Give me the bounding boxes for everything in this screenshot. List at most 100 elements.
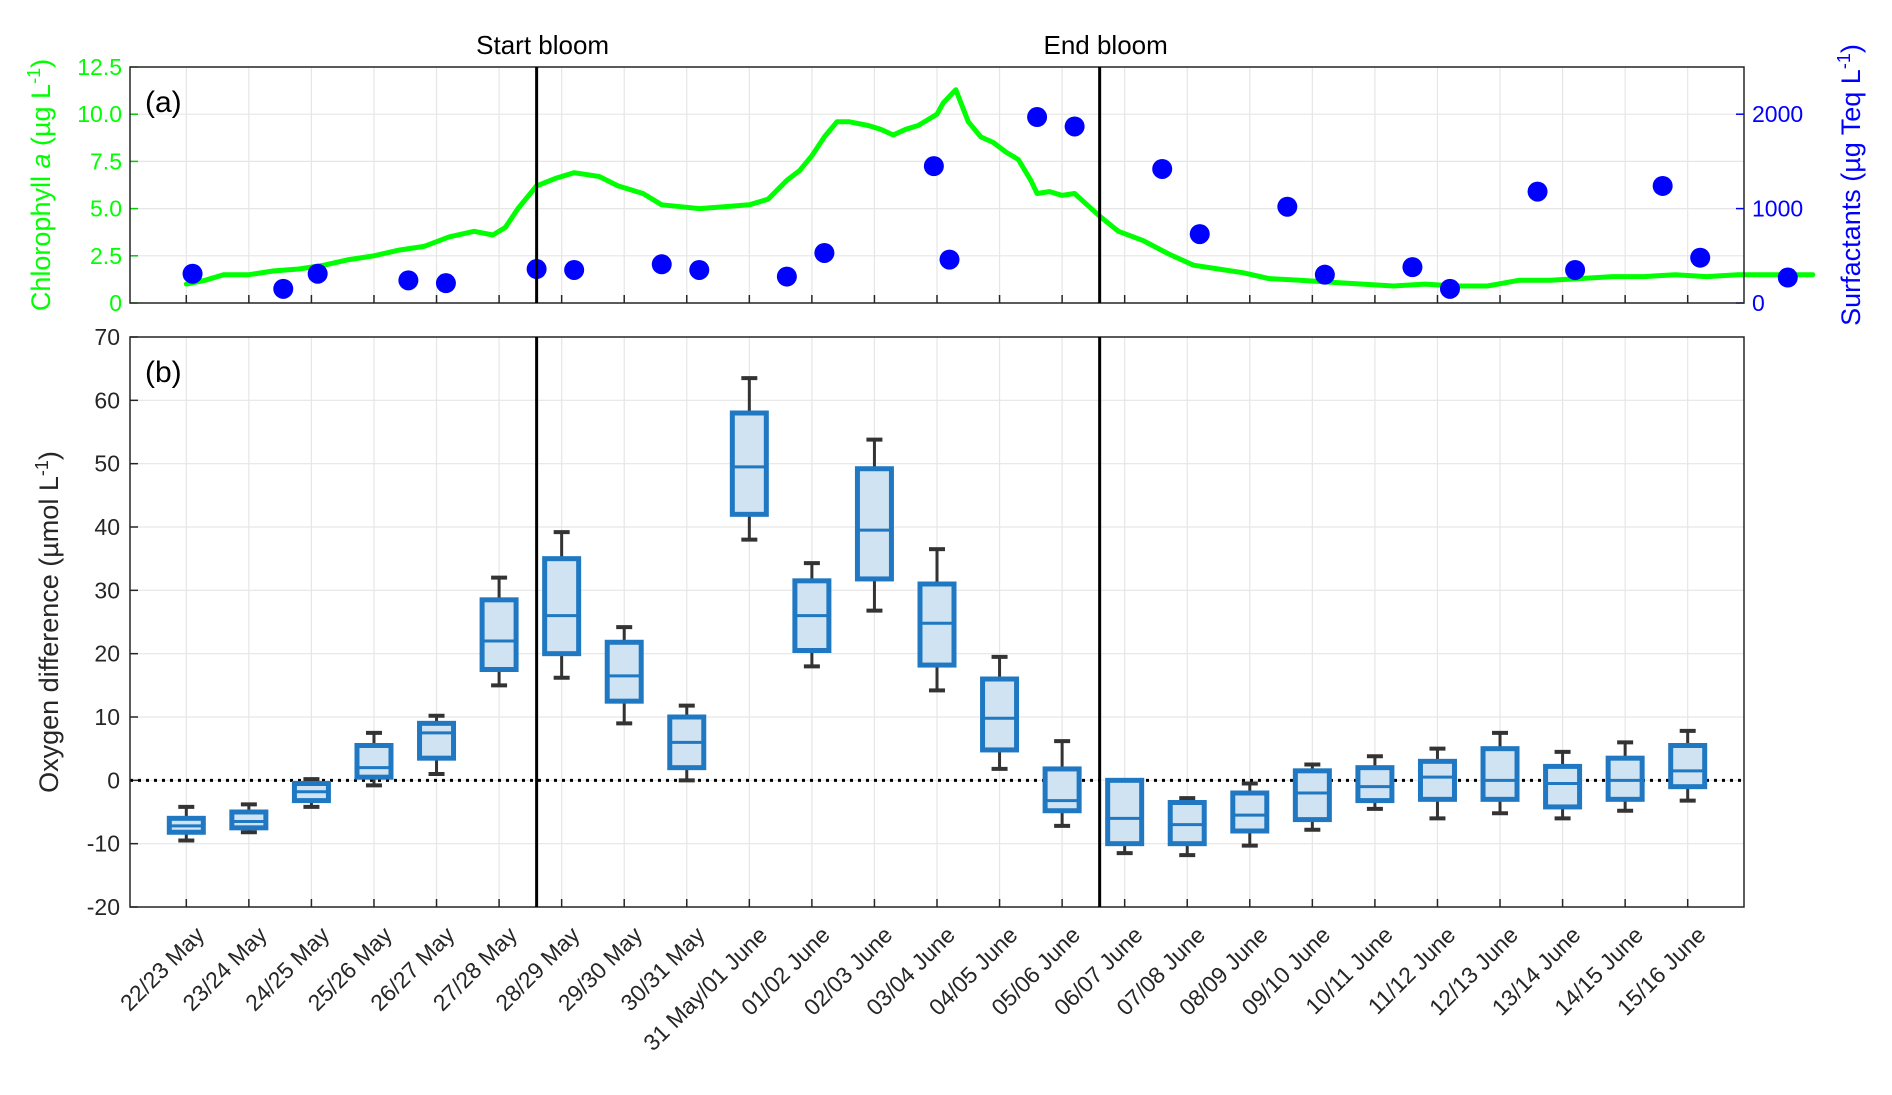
box-body <box>1167 800 1207 847</box>
box-16 <box>1105 777 1145 856</box>
panel-a-right-tick-label: 2000 <box>1752 101 1803 127</box>
bloom-annotation-1: Start bloom <box>476 30 609 60</box>
surfactant-point <box>273 278 294 299</box>
surfactant-point <box>1777 267 1798 288</box>
box-14 <box>980 654 1020 771</box>
panel-a-left-tick-label: 0 <box>109 290 122 316</box>
panel-b-label: (b) <box>145 356 182 389</box>
box-2 <box>229 802 269 835</box>
panel-a: 0 2.5 5.0 7.5 10.0 12.5 0 1000 2000 (a) <box>77 54 1816 316</box>
box-6 <box>479 575 519 688</box>
box-13 <box>917 547 957 693</box>
box-20 <box>1355 754 1395 811</box>
surfactant-point <box>1189 224 1210 245</box>
box-body <box>1480 746 1520 802</box>
box-body <box>854 466 894 582</box>
panel-b-y-tick-label: 0 <box>107 767 120 793</box>
box-21 <box>1417 746 1457 821</box>
surfactant-point <box>1064 116 1085 137</box>
box-5 <box>417 713 457 776</box>
box-1 <box>166 804 206 843</box>
panel-b-y-tick-label: 40 <box>94 514 120 540</box>
box-body <box>417 720 457 761</box>
panel-a-series <box>182 87 1816 299</box>
surfactant-point <box>651 254 672 275</box>
box-23 <box>1543 749 1583 821</box>
box-3 <box>291 777 331 809</box>
surfactant-point <box>1652 175 1673 196</box>
panel-b-y-tick-label: 20 <box>94 641 120 667</box>
surfactant-point <box>435 273 456 294</box>
box-body <box>1605 755 1645 802</box>
box-body <box>1668 743 1708 790</box>
box-8 <box>604 625 644 726</box>
box-18 <box>1230 781 1270 848</box>
box-body <box>1105 777 1145 847</box>
surfactant-point <box>689 259 710 280</box>
panel-b-y-tick-label: 30 <box>94 577 120 603</box>
panel-b-y-tick-label: 50 <box>94 451 120 477</box>
surfactant-point <box>1439 278 1460 299</box>
box-body <box>1042 766 1082 814</box>
panel-a-right-axis-label: Surfactants (µg Teq L-1) <box>1834 44 1866 326</box>
box-body <box>1292 768 1332 823</box>
surfactant-point <box>814 242 835 263</box>
panel-a-right-tick-label: 0 <box>1752 290 1765 316</box>
box-body <box>542 556 582 657</box>
chlorophyll-line <box>183 87 1816 289</box>
surfactant-point <box>923 156 944 177</box>
surfactant-point <box>1277 196 1298 217</box>
surfactant-point <box>1565 259 1586 280</box>
surfactant-point <box>182 263 203 284</box>
panel-a-left-tick-label: 12.5 <box>77 54 122 80</box>
panel-a-label: (a) <box>145 86 182 119</box>
box-body <box>1355 765 1395 804</box>
box-body <box>354 743 394 780</box>
surfactant-point <box>1027 107 1048 128</box>
surfactant-point <box>307 263 328 284</box>
surfactant-point <box>1402 257 1423 278</box>
box-body <box>1417 758 1457 802</box>
surfactant-point <box>1690 247 1711 268</box>
panel-b-series <box>130 376 1744 858</box>
surfactant-point <box>564 259 585 280</box>
panel-b-y-tick-label: -20 <box>87 894 120 920</box>
surfactant-point <box>776 266 797 287</box>
panel-b-border <box>129 336 1745 908</box>
surfactant-point <box>1314 264 1335 285</box>
box-22 <box>1480 730 1520 816</box>
box-19 <box>1292 762 1332 832</box>
surfactant-point <box>398 270 419 291</box>
surfactant-point <box>1527 181 1548 202</box>
panel-a-left-tick-label: 7.5 <box>90 148 122 174</box>
panel-b-axis-label: Oxygen difference (µmol L-1) <box>32 451 64 793</box>
box-24 <box>1605 740 1645 813</box>
box-7 <box>542 530 582 680</box>
panel-b-y-tick-label: -10 <box>87 831 120 857</box>
box-11 <box>792 561 832 669</box>
box-17 <box>1167 796 1207 858</box>
panel-b-y-tick-label: 60 <box>94 387 120 413</box>
box-12 <box>854 437 894 613</box>
panel-a-left-tick-label: 5.0 <box>90 196 122 222</box>
panel-a-border <box>129 66 1745 304</box>
box-9 <box>667 703 707 783</box>
panel-a-right-tick-label: 1000 <box>1752 196 1803 222</box>
box-body <box>729 410 769 517</box>
box-25 <box>1668 728 1708 803</box>
box-body <box>980 676 1020 753</box>
box-10 <box>729 376 769 542</box>
box-15 <box>1042 739 1082 828</box>
box-body <box>604 639 644 704</box>
bloom-annotation-2: End bloom <box>1043 30 1167 60</box>
box-4 <box>354 730 394 788</box>
surfactant-point <box>1152 158 1173 179</box>
panel-a-left-tick-label: 2.5 <box>90 243 122 269</box>
box-body <box>1230 790 1270 834</box>
bloom-lines: Start bloom End bloom <box>476 30 1168 907</box>
panel-a-left-axis-label: Chlorophyll a (µg L-1) <box>24 59 56 311</box>
box-body <box>229 809 269 831</box>
box-body <box>1543 763 1583 810</box>
